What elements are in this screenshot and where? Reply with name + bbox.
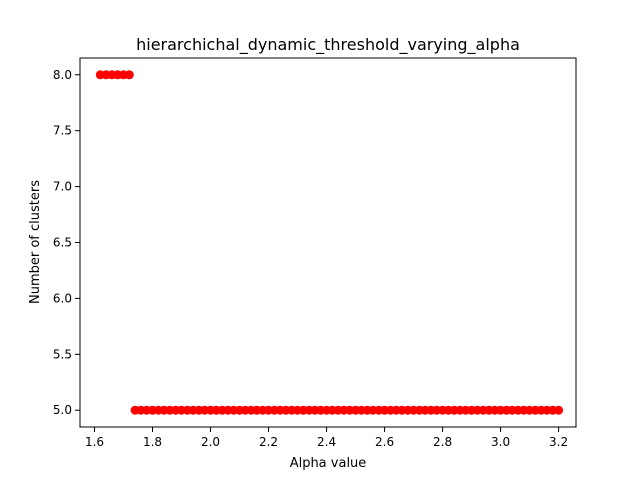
y-tick-label: 5.5 xyxy=(53,347,72,361)
x-tick-label: 2.6 xyxy=(375,435,394,449)
x-axis-ticks: 1.6 1.8 2.0 2.2 2.4 2.6 2.8 3.0 3.2 xyxy=(85,427,568,449)
y-tick-label: 5.0 xyxy=(53,403,72,417)
x-tick-label: 2.0 xyxy=(201,435,220,449)
plot-area-background xyxy=(80,58,576,427)
y-tick-label: 6.0 xyxy=(53,291,72,305)
x-tick-label: 3.0 xyxy=(491,435,510,449)
y-axis-ticks: 5.0 5.5 6.0 6.5 7.0 7.5 8.0 xyxy=(53,68,80,417)
x-tick-label: 1.8 xyxy=(143,435,162,449)
x-tick-label: 1.6 xyxy=(85,435,104,449)
scatter-point xyxy=(554,405,564,415)
y-tick-label: 6.5 xyxy=(53,236,72,250)
x-axis-label: Alpha value xyxy=(290,456,367,471)
y-tick-label: 8.0 xyxy=(53,68,72,82)
plot-frame xyxy=(79,57,577,428)
scatter-point xyxy=(124,70,134,80)
chart-title: hierarchichal_dynamic_threshold_varying_… xyxy=(136,35,520,55)
x-tick-label: 2.2 xyxy=(259,435,278,449)
y-tick-label: 7.0 xyxy=(53,180,72,194)
x-tick-label: 3.2 xyxy=(549,435,568,449)
y-axis-label: Number of clusters xyxy=(28,180,43,304)
y-tick-label: 7.5 xyxy=(53,124,72,138)
data-points xyxy=(95,70,564,415)
x-tick-label: 2.4 xyxy=(317,435,336,449)
x-tick-label: 2.8 xyxy=(433,435,452,449)
